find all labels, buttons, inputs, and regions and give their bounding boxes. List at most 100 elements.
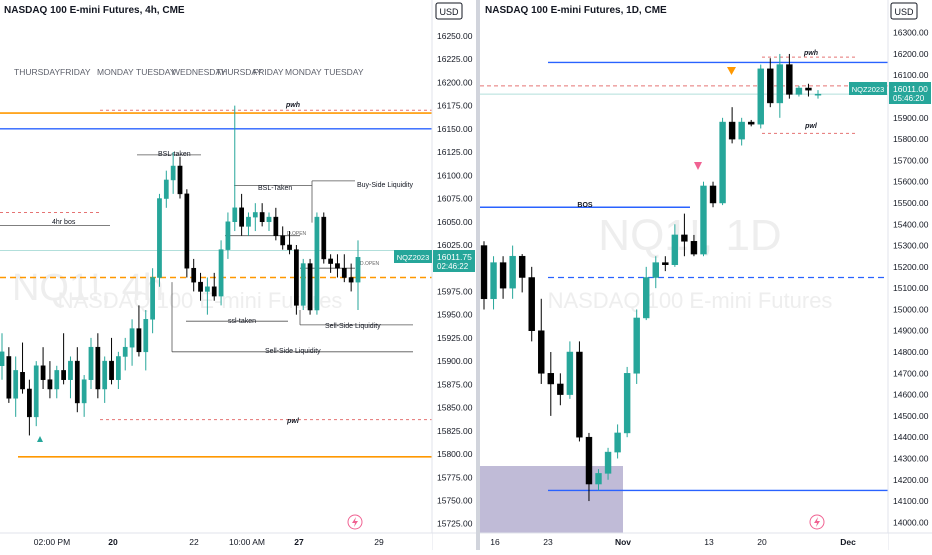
candle-body <box>786 64 793 95</box>
ssl-taken-label: ssl-taken <box>228 318 256 325</box>
right-price-tag: NQZ2023 16011.00 05:46:20 <box>849 82 931 104</box>
candle-body <box>143 319 149 353</box>
symbol-tag-label: NQZ2023 <box>852 85 885 94</box>
candle-body <box>280 235 286 246</box>
candle-body <box>294 249 299 306</box>
candle-body <box>728 121 736 140</box>
lightning-icon[interactable] <box>347 514 363 530</box>
price-tick: 14400.00 <box>893 432 929 442</box>
price-tick: 15900.00 <box>437 356 473 366</box>
candle-body <box>557 383 564 395</box>
time-tick: Nov <box>615 537 631 547</box>
price-tick: 15750.00 <box>437 495 473 505</box>
time-tick: Dec <box>840 537 856 547</box>
left-price-axis[interactable] <box>432 0 476 550</box>
candle-body <box>6 356 12 399</box>
candle-body <box>13 370 19 399</box>
weekday-label: MONDAY <box>285 67 322 77</box>
candle-body <box>538 330 545 374</box>
price-tick: 15900.00 <box>893 113 929 123</box>
price-tick: 16250.00 <box>437 31 473 41</box>
sell-side-liquidity-label: Sell-Side Liquidity <box>325 323 381 330</box>
price-tick: 14000.00 <box>893 517 929 527</box>
4hr-bos-label: 4hr bos <box>52 219 76 226</box>
currency-button[interactable] <box>890 2 918 20</box>
candle-body <box>47 379 53 390</box>
candle-body <box>328 258 333 264</box>
candle-body <box>0 351 5 367</box>
time-tick: 13 <box>704 537 714 547</box>
lightning-icon[interactable] <box>809 514 825 530</box>
candle-body <box>95 346 101 390</box>
candle-body <box>191 267 197 283</box>
price-tick: 14600.00 <box>893 390 929 400</box>
price-tick: 16225.00 <box>437 54 473 64</box>
pane-divider[interactable] <box>476 0 480 550</box>
candle-body <box>348 277 354 283</box>
currency-button[interactable] <box>435 2 463 20</box>
candle-body <box>225 221 231 250</box>
candle-body <box>518 255 526 278</box>
price-tick: 15775.00 <box>437 472 473 482</box>
price-tick: 15850.00 <box>437 403 473 413</box>
price-tick: 14500.00 <box>893 411 929 421</box>
candle-body <box>40 365 46 380</box>
candle-body <box>814 93 822 96</box>
weekday-labels: THURSDAY FRIDAY MONDAY TUESDAY WEDNESDAY… <box>14 67 364 77</box>
price-tick: 15725.00 <box>437 519 473 529</box>
right-time-axis[interactable] <box>480 533 888 550</box>
candle-body <box>273 216 279 236</box>
candle-body <box>109 360 114 380</box>
right-watermark-name: NASDAQ 100 E-mini Futures <box>548 288 833 313</box>
price-tag-countdown: 05:46:20 <box>893 94 925 103</box>
candle-body <box>623 373 631 434</box>
candle-body <box>246 216 251 227</box>
candle-body <box>81 379 87 404</box>
candle-body <box>633 317 640 374</box>
right-plot-background <box>480 0 888 550</box>
weekday-label: MONDAY <box>97 67 134 77</box>
time-tick: 16 <box>490 537 500 547</box>
candle-body <box>566 351 574 395</box>
candle-body <box>129 328 135 348</box>
left-watermark-symbol: NQ1!, 4h <box>12 267 164 309</box>
candle-body <box>266 216 272 223</box>
left-chart-panel[interactable]: NQ1!, 4h NASDAQ 100 E-mini Futures NASDA… <box>0 0 476 550</box>
price-tick: 16175.00 <box>437 101 473 111</box>
candle-body <box>662 262 669 265</box>
right-chart-panel[interactable]: NQ1!, 1D NASDAQ 100 E-mini Futures NASDA… <box>480 0 932 550</box>
candle-body <box>321 216 327 260</box>
weekday-label: FRIDAY <box>60 67 91 77</box>
right-levels <box>480 56 888 492</box>
sell-side-liquidity-label: Sell-Side Liquidity <box>265 348 321 355</box>
price-tick: 15100.00 <box>893 283 929 293</box>
candle-body <box>27 388 32 418</box>
candle-body <box>805 87 812 91</box>
time-tick: 27 <box>294 537 304 547</box>
candle-body <box>61 370 66 380</box>
price-tick: 15000.00 <box>893 304 929 314</box>
candle-body <box>170 165 176 181</box>
d-open-label: D.OPEN <box>287 231 307 237</box>
price-tick: 16050.00 <box>437 217 473 227</box>
candle-body <box>184 193 190 269</box>
price-tick: 15950.00 <box>437 310 473 320</box>
candle-body <box>576 351 583 438</box>
candle-body <box>287 244 292 250</box>
price-tick: 16075.00 <box>437 194 473 204</box>
price-tag-countdown: 02:46:22 <box>437 262 469 271</box>
price-tick: 15975.00 <box>437 286 473 296</box>
candle-body <box>198 281 203 292</box>
price-tick: 15925.00 <box>437 333 473 343</box>
candle-body <box>595 473 602 485</box>
price-tick: 15500.00 <box>893 198 929 208</box>
candle-body <box>300 263 306 306</box>
candle-body <box>205 286 210 292</box>
weekday-label: TUESDAY <box>324 67 364 77</box>
time-tick: 20 <box>108 537 118 547</box>
candle-body <box>738 121 745 140</box>
sell-signal-marker <box>694 162 702 170</box>
price-tick: 14800.00 <box>893 347 929 357</box>
left-price-tag: NQZ2023 16011.75 02:46:22 <box>394 250 475 272</box>
left-time-axis[interactable] <box>0 533 432 550</box>
